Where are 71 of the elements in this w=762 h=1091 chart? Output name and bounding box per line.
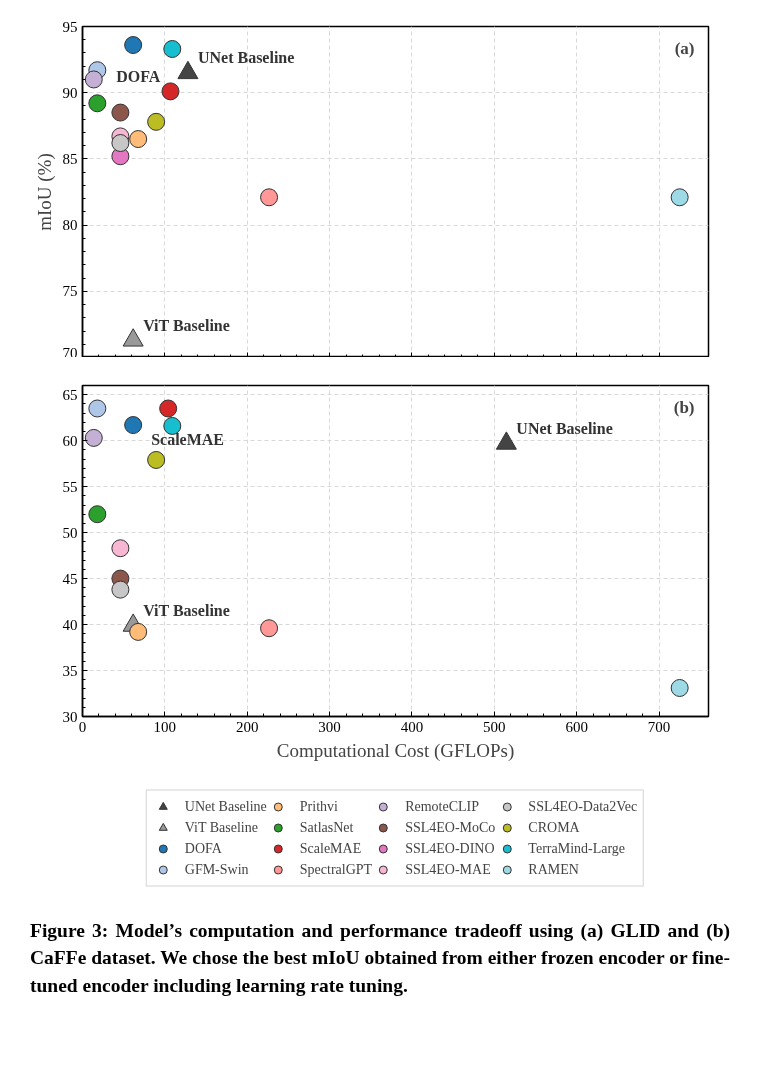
legend-label: RAMEN — [528, 860, 579, 879]
y-tick-label: 95 — [62, 18, 78, 35]
point — [111, 580, 130, 599]
y-tick-label: 45 — [62, 570, 78, 587]
point — [111, 134, 130, 152]
y-tick-label: 60 — [62, 432, 78, 449]
x-tick-label: 700 — [647, 718, 671, 735]
annotation: ViT Baseline — [143, 316, 230, 334]
legend-label: RemoteCLIP — [405, 797, 480, 816]
point — [88, 94, 107, 113]
y-tick-label: 70 — [62, 344, 78, 361]
y-tick-label: 55 — [62, 478, 78, 495]
point — [84, 70, 103, 89]
x-tick-label: 500 — [483, 718, 506, 735]
legend-label: UNet Baseline — [184, 797, 267, 816]
annotation: (a) — [674, 38, 695, 58]
legend-label: GFM-Swin — [184, 860, 249, 879]
point — [670, 188, 689, 207]
x-tick-label: 200 — [235, 718, 259, 735]
annotation: ViT Baseline — [143, 601, 230, 619]
legend-label: SpectralGPT — [299, 860, 373, 879]
point — [147, 450, 166, 469]
point — [129, 130, 148, 149]
y-tick-label: 75 — [62, 283, 78, 300]
y-tick-label: 90 — [62, 84, 78, 101]
legend-label: SSL4EO-Data2Vec — [528, 797, 638, 816]
annotation: ScaleMAE — [151, 430, 225, 448]
y-tick-label: 50 — [62, 524, 78, 541]
point — [88, 399, 107, 418]
x-axis-title: Computational Cost (GFLOPs) — [276, 739, 515, 762]
point — [124, 36, 143, 55]
annotation: UNet Baseline — [197, 49, 295, 67]
point — [111, 539, 130, 558]
legend-label: ViT Baseline — [184, 818, 258, 837]
x-tick-label: 600 — [565, 718, 588, 735]
point — [124, 416, 143, 435]
legend-label: SSL4EO-DINO — [405, 839, 495, 858]
annotation: DOFA — [116, 67, 161, 85]
annotation: (b) — [673, 397, 695, 417]
point — [163, 40, 182, 58]
point — [111, 103, 130, 122]
legend-label: DOFA — [184, 839, 222, 858]
point — [260, 188, 279, 207]
y-axis-title: mIoU (%) — [33, 153, 56, 231]
point — [129, 622, 148, 641]
legend-label: CROMA — [528, 818, 580, 837]
y-tick-label: 35 — [62, 662, 78, 679]
y-tick-label: 85 — [62, 150, 78, 167]
caption: Figure 3: Model’s computation and performance tradeoff using (a) GLID and (b) CaFFe dataset. We chose the best mIoU obtained from either frozen encoder or fine-tuned encoder including learning rate tuning. — [30, 919, 730, 998]
y-tick-label: 30 — [62, 708, 78, 725]
legend-label: TerraMind-Large — [528, 839, 626, 858]
point — [161, 82, 180, 101]
x-tick-label: 300 — [318, 718, 341, 735]
x-tick-label: 0 — [78, 718, 87, 735]
point — [159, 399, 178, 418]
y-tick-label: 80 — [62, 217, 78, 234]
legend-label: SSL4EO-MAE — [405, 860, 491, 879]
legend-label: ScaleMAE — [299, 839, 362, 858]
y-tick-label: 65 — [62, 386, 78, 403]
legend-label: Prithvi — [299, 797, 338, 816]
legend-label: SSL4EO-MoCo — [405, 818, 496, 837]
x-tick-label: 100 — [153, 718, 177, 735]
point — [670, 679, 689, 697]
point — [147, 112, 166, 131]
y-tick-label: 40 — [62, 616, 78, 633]
point — [260, 619, 279, 638]
x-tick-label: 400 — [400, 718, 424, 735]
point — [88, 505, 107, 524]
annotation: UNet Baseline — [516, 419, 613, 437]
point — [84, 428, 103, 447]
legend-label: SatlasNet — [299, 818, 354, 837]
